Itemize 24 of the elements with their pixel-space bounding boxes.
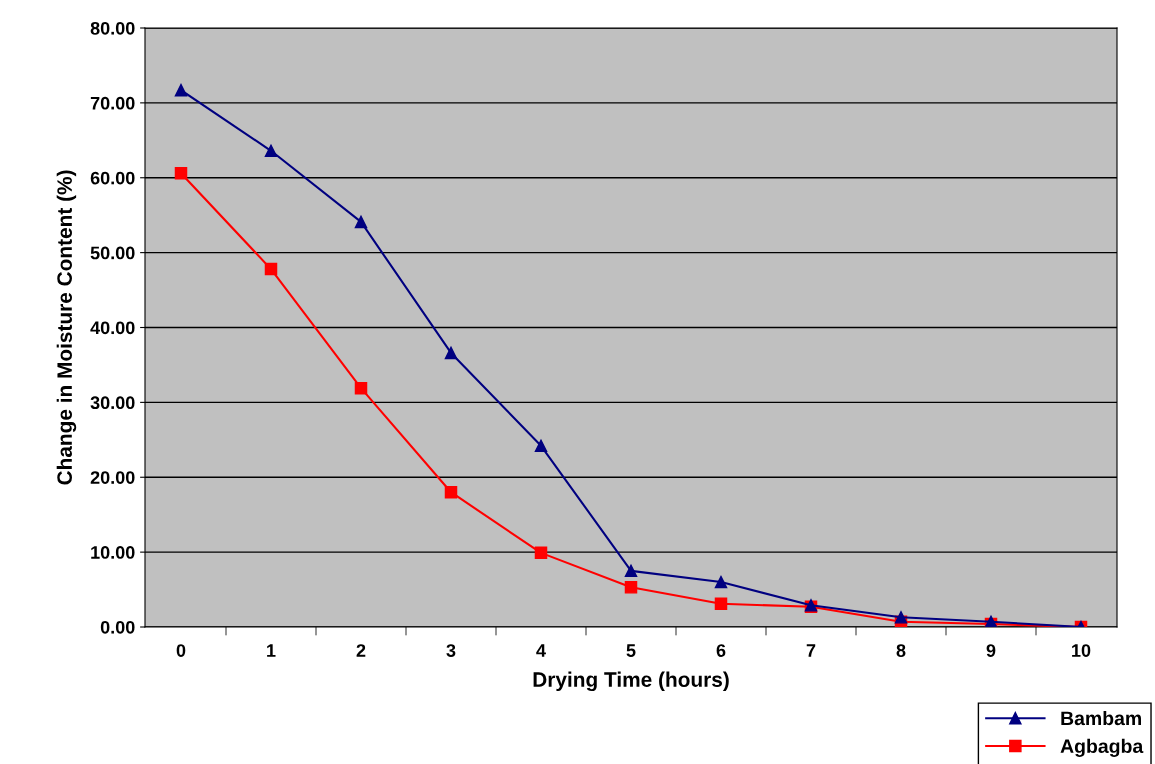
y-tick-label: 10.00 — [91, 546, 135, 559]
y-tick-label: 40.00 — [90, 321, 135, 335]
y-tick-label: 0.00 — [100, 620, 135, 634]
x-tick-label: 7 — [806, 644, 816, 657]
legend-label: Agbagba — [1060, 738, 1144, 757]
x-tick-label: 1 — [267, 644, 276, 657]
x-tick-label: 5 — [626, 644, 636, 657]
y-tick-label: 50.00 — [90, 246, 135, 260]
y-tick-label: 80.00 — [90, 21, 135, 35]
x-tick-label: 6 — [716, 644, 726, 657]
x-tick-label: 8 — [896, 644, 906, 657]
legend-label: Bambam — [1061, 710, 1141, 726]
x-axis-title: Drying Time (hours) — [533, 671, 729, 692]
x-tick-label: 0 — [176, 644, 186, 657]
y-axis-title: Change in Moisture Content (%) — [56, 170, 77, 485]
y-tick-label: 60.00 — [90, 171, 135, 185]
y-tick-label: 20.00 — [90, 471, 135, 484]
y-tick-label: 70.00 — [90, 96, 135, 110]
x-tick-label: 2 — [356, 644, 366, 657]
x-tick-label: 9 — [986, 644, 996, 657]
x-tick-label: 3 — [446, 644, 456, 657]
y-tick-label: 30.00 — [90, 396, 135, 410]
x-tick-label: 10 — [1072, 644, 1091, 657]
x-tick-label: 4 — [536, 644, 546, 657]
